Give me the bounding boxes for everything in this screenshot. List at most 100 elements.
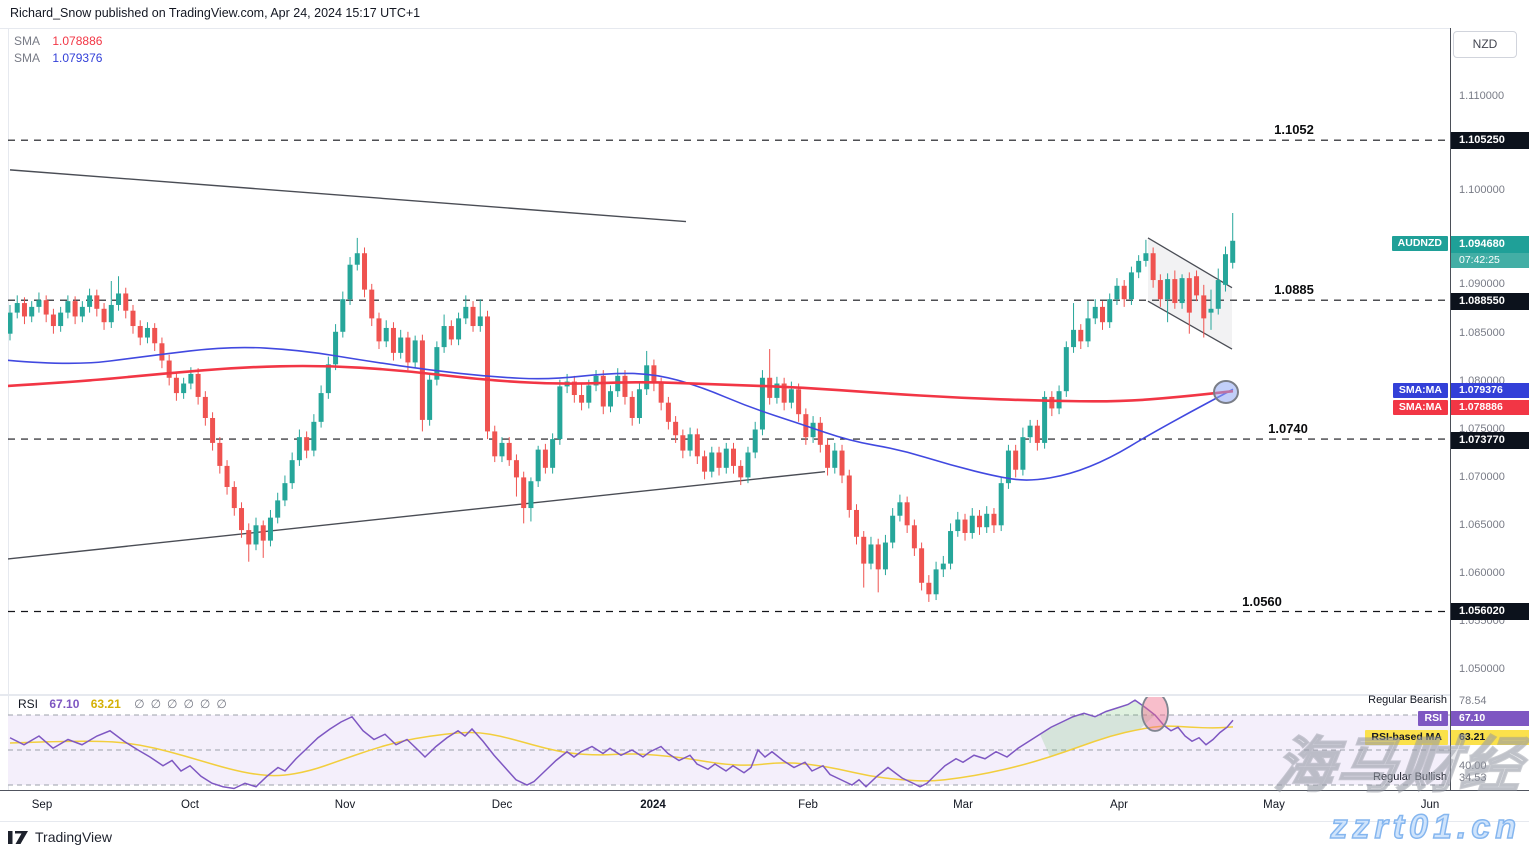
candle-body — [485, 316, 491, 432]
candle-body — [492, 431, 498, 457]
candle-body — [441, 326, 447, 348]
candle-body — [246, 530, 252, 545]
candle-body — [557, 386, 563, 440]
rsi-axis-tick: 34.53 — [1459, 772, 1487, 784]
candle-body — [962, 519, 968, 533]
candle-body — [716, 452, 722, 468]
pane-separator[interactable] — [0, 694, 1450, 696]
candle-body — [58, 312, 64, 327]
candle-body — [1186, 278, 1192, 313]
candle-body — [354, 253, 360, 265]
candle-body — [673, 421, 679, 436]
candle-body — [50, 314, 56, 327]
sma-slow-line[interactable] — [0, 346, 1234, 481]
candle-body — [1078, 329, 1084, 342]
candle-body — [926, 582, 932, 595]
candle-body — [166, 360, 172, 378]
candle-body — [882, 542, 888, 570]
rsi-ma-line[interactable] — [9, 725, 1234, 782]
chart-frame-top — [0, 28, 1450, 29]
candle-body — [231, 486, 237, 509]
candle-body — [955, 519, 961, 532]
rsi-pane[interactable] — [8, 693, 1450, 790]
candle-body — [1013, 450, 1019, 470]
candle-body — [904, 502, 910, 526]
candle-body — [723, 448, 729, 468]
tradingview-logo-icon — [8, 830, 28, 844]
candle-body — [506, 442, 512, 461]
time-axis[interactable]: Sep Oct Nov Dec 2024 Feb Mar Apr May Jun — [0, 790, 1529, 822]
sma-slow-legend-row[interactable]: SMA 1.079376 — [14, 51, 102, 65]
candle-body — [832, 450, 838, 468]
currency-button[interactable]: NZD — [1453, 31, 1517, 58]
last-price-badge: 1.094680 — [1451, 236, 1529, 253]
sma-cross-highlight-ellipse[interactable] — [1213, 380, 1239, 404]
price-axis-tick: 1.085000 — [1459, 327, 1505, 339]
sma-float-label[interactable]: SMA:MA — [1392, 400, 1448, 415]
candle-body — [796, 389, 802, 415]
candle-body — [897, 502, 903, 516]
rsi-float-label[interactable]: RSI-based MA — [1365, 730, 1448, 745]
sma-fast-line[interactable] — [0, 364, 1234, 403]
candle-body — [839, 450, 845, 476]
trendline[interactable] — [9, 169, 687, 223]
candle-body — [1049, 396, 1055, 409]
candle-body — [398, 337, 404, 353]
sma-label: SMA — [14, 34, 41, 48]
main-chart-canvas[interactable] — [0, 0, 1450, 822]
candle-body — [933, 569, 939, 595]
candle-body — [159, 343, 165, 361]
candle-body — [123, 293, 129, 311]
candle-body — [289, 460, 295, 484]
time-axis-month-label: 2024 — [640, 799, 666, 811]
time-axis-month-label: Nov — [334, 799, 356, 811]
price-pane[interactable] — [0, 139, 1450, 613]
level-price-label: 1.0560 — [1242, 593, 1282, 609]
candle-body — [1092, 306, 1098, 319]
candle-body — [665, 402, 671, 422]
trendline[interactable] — [0, 470, 826, 560]
price-level-badge: 1.073770 — [1451, 432, 1529, 449]
candle-body — [412, 340, 418, 363]
sma-float-label[interactable]: SMA:MA — [1392, 383, 1448, 398]
sma-label: SMA — [14, 51, 41, 65]
candle-body — [709, 452, 715, 472]
series-symbol-label[interactable]: AUDNZD — [1391, 236, 1448, 251]
candle-body — [1034, 425, 1040, 443]
candle-body — [260, 525, 266, 541]
rsi-float-label[interactable]: RSI — [1418, 711, 1448, 726]
candle-body — [376, 318, 382, 342]
rsi-legend-row[interactable]: RSI 67.10 63.21 ∅ ∅ ∅ ∅ ∅ ∅ — [18, 697, 233, 711]
empty-set-icon: ∅ — [199, 697, 211, 711]
countdown-badge: 07:42:25 — [1451, 253, 1529, 268]
watermark-cjk: 海马财经 — [1271, 731, 1528, 800]
rsi-line[interactable] — [9, 699, 1234, 790]
rsi-highlight-ellipse[interactable] — [1141, 693, 1169, 732]
sma-fast-legend-row[interactable]: SMA 1.078886 — [14, 34, 102, 48]
candle-body — [550, 439, 556, 468]
price-axis-tick: 1.070000 — [1459, 471, 1505, 483]
sma-axis-badge: 1.078886 — [1451, 400, 1529, 415]
candle-body — [593, 375, 599, 386]
candle-body — [636, 389, 642, 419]
candle-body — [1027, 425, 1033, 438]
candle-body — [868, 544, 874, 564]
rsi-axis-tick: 78.54 — [1459, 695, 1487, 707]
candle-body — [369, 289, 375, 319]
candle-body — [1165, 279, 1171, 300]
tradingview-logo[interactable]: TradingView — [8, 829, 112, 845]
channel-lower-line[interactable] — [1147, 300, 1233, 350]
price-level-badge: 1.056020 — [1451, 603, 1529, 620]
candle-body — [340, 299, 346, 332]
candle-body — [65, 301, 71, 313]
price-axis[interactable]: NZD 1.110000 1.100000 1.090000 1.085000 1.08… — [1451, 0, 1529, 790]
tradingview-logo-text: TradingView — [35, 829, 113, 845]
candle-body — [29, 306, 35, 317]
candle-body — [1194, 276, 1200, 296]
candle-body — [1005, 450, 1011, 484]
empty-set-icon: ∅ — [134, 697, 145, 711]
rsi-value: 67.10 — [49, 697, 80, 711]
candle-body — [940, 563, 946, 570]
rsi-divergence-fill — [1040, 700, 1155, 757]
candle-body — [1099, 306, 1105, 323]
